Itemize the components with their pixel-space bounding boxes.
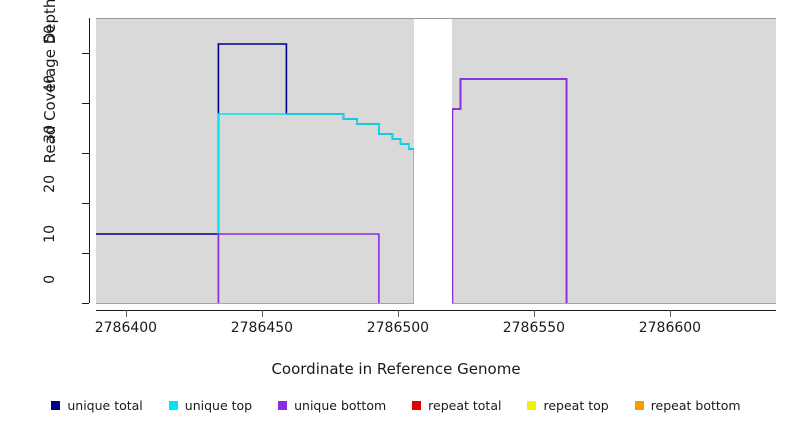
x-tick-label: 2786450: [230, 320, 294, 336]
chart-legend: unique total unique top unique bottom repea…: [0, 398, 792, 413]
plot-panel: [96, 18, 776, 305]
y-tick: [82, 53, 89, 54]
no-data-gap: [414, 18, 453, 305]
legend-swatch-icon: [412, 401, 422, 410]
y-tick: [82, 303, 89, 304]
x-tick-label: 2786500: [366, 320, 430, 336]
y-tick-label: 0: [42, 275, 58, 284]
legend-item: unique total: [51, 398, 143, 413]
series-line-unique-top: [96, 114, 776, 304]
y-tick-label: 30: [42, 125, 58, 143]
x-tick: [669, 310, 671, 317]
legend-label: unique total: [67, 398, 143, 413]
x-tick: [533, 310, 535, 317]
x-tick-label: 2786400: [94, 320, 158, 336]
legend-item: unique bottom: [278, 398, 386, 413]
y-tick: [82, 103, 89, 104]
y-tick-label: 20: [42, 175, 58, 193]
x-tick-label: 2786600: [638, 320, 702, 336]
legend-label: repeat total: [428, 398, 502, 413]
y-tick-label: 40: [42, 75, 58, 93]
legend-label: unique top: [184, 398, 253, 413]
legend-swatch-icon: [51, 401, 61, 410]
x-tick: [397, 310, 399, 317]
series-line-unique-bottom: [96, 79, 776, 304]
legend-swatch-icon: [168, 401, 178, 410]
y-tick-label: 50: [42, 25, 58, 43]
legend-item: repeat bottom: [634, 398, 741, 413]
y-tick: [82, 153, 89, 154]
y-tick-label: 10: [42, 225, 58, 243]
legend-item: unique top: [168, 398, 253, 413]
x-tick: [125, 310, 127, 317]
y-tick: [82, 253, 89, 254]
plot-svg: [96, 19, 776, 304]
legend-label: repeat top: [543, 398, 609, 413]
legend-swatch-icon: [278, 401, 288, 410]
legend-label: unique bottom: [294, 398, 387, 413]
x-axis-title: Coordinate in Reference Genome: [271, 360, 521, 378]
y-axis-line: [89, 18, 90, 303]
legend-swatch-icon: [634, 401, 644, 410]
x-tick: [261, 310, 263, 317]
legend-item: repeat total: [412, 398, 501, 413]
legend-swatch-icon: [527, 401, 537, 410]
legend-item: repeat top: [527, 398, 609, 413]
x-tick-label: 2786550: [502, 320, 566, 336]
x-axis-line: [96, 310, 776, 311]
legend-label: repeat bottom: [650, 398, 741, 413]
y-tick: [82, 203, 89, 204]
